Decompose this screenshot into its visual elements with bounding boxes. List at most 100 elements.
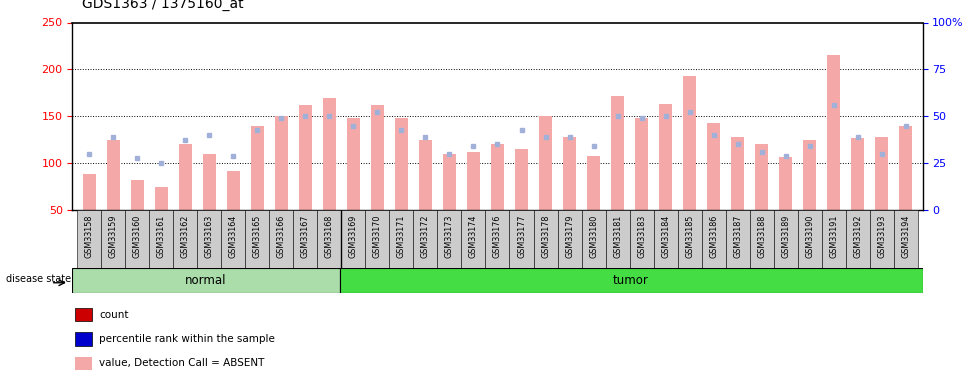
Bar <box>227 171 240 210</box>
Bar <box>654 210 677 268</box>
Text: GSM33158: GSM33158 <box>85 214 94 258</box>
Bar <box>467 152 480 210</box>
Text: GSM33178: GSM33178 <box>541 214 550 258</box>
Bar <box>179 144 192 210</box>
Text: GSM33176: GSM33176 <box>493 214 502 258</box>
Text: GSM33177: GSM33177 <box>517 214 526 258</box>
Bar <box>798 210 822 268</box>
Bar <box>371 105 384 210</box>
Text: GSM33170: GSM33170 <box>373 214 382 258</box>
Text: GSM33171: GSM33171 <box>397 214 406 258</box>
Text: GSM33188: GSM33188 <box>757 214 766 258</box>
Bar <box>491 144 504 210</box>
Bar <box>77 210 101 268</box>
Bar <box>557 210 582 268</box>
Text: GSM33167: GSM33167 <box>300 214 310 258</box>
Text: GSM33159: GSM33159 <box>109 214 118 258</box>
Bar <box>150 210 173 268</box>
Bar <box>774 210 798 268</box>
Bar <box>395 118 408 210</box>
Bar <box>341 210 365 268</box>
Bar <box>659 104 672 210</box>
Bar <box>245 210 270 268</box>
Text: GSM33174: GSM33174 <box>469 214 478 258</box>
Text: GSM33181: GSM33181 <box>613 214 622 258</box>
Bar <box>438 210 462 268</box>
Text: GSM33192: GSM33192 <box>853 214 863 258</box>
Text: GSM33179: GSM33179 <box>565 214 574 258</box>
Text: GSM33189: GSM33189 <box>781 214 790 258</box>
Text: GSM33183: GSM33183 <box>637 214 646 258</box>
Bar <box>707 123 721 210</box>
Text: GSM33194: GSM33194 <box>901 214 910 258</box>
Bar <box>677 210 701 268</box>
Text: GSM33163: GSM33163 <box>205 214 213 258</box>
Text: disease state: disease state <box>6 274 71 284</box>
Bar <box>75 357 92 370</box>
Text: GSM33184: GSM33184 <box>661 214 670 258</box>
Bar <box>340 268 923 292</box>
Text: GSM33172: GSM33172 <box>421 214 430 258</box>
Text: GSM33190: GSM33190 <box>806 214 814 258</box>
Bar <box>318 210 341 268</box>
Bar <box>894 210 918 268</box>
Bar <box>270 210 294 268</box>
Bar <box>323 98 336 210</box>
Text: GSM33193: GSM33193 <box>877 214 886 258</box>
Bar <box>130 180 144 210</box>
Bar <box>750 210 774 268</box>
Text: GSM33180: GSM33180 <box>589 214 598 258</box>
Bar <box>635 118 648 210</box>
Bar <box>606 210 630 268</box>
Bar <box>347 118 360 210</box>
Text: GSM33168: GSM33168 <box>325 214 334 258</box>
Bar <box>462 210 486 268</box>
Text: GSM33191: GSM33191 <box>829 214 838 258</box>
Bar <box>413 210 438 268</box>
Bar <box>126 210 150 268</box>
Text: GSM33169: GSM33169 <box>349 214 358 258</box>
Text: GDS1363 / 1375160_at: GDS1363 / 1375160_at <box>82 0 243 11</box>
Bar <box>203 154 216 210</box>
Text: GSM33187: GSM33187 <box>733 214 742 258</box>
Bar <box>845 210 869 268</box>
Bar <box>419 140 432 210</box>
Bar <box>725 210 750 268</box>
Bar <box>221 210 245 268</box>
Bar <box>72 268 340 292</box>
Bar <box>587 156 600 210</box>
Text: GSM33160: GSM33160 <box>132 214 142 258</box>
Text: GSM33162: GSM33162 <box>181 214 189 258</box>
Bar <box>515 149 528 210</box>
Bar <box>563 137 576 210</box>
Bar <box>630 210 654 268</box>
Bar <box>101 210 126 268</box>
Bar <box>869 210 894 268</box>
Bar <box>803 140 816 210</box>
Bar <box>83 174 96 210</box>
Text: normal: normal <box>185 274 227 287</box>
Bar <box>701 210 725 268</box>
Bar <box>827 56 840 210</box>
Bar <box>274 116 288 210</box>
Text: GSM33173: GSM33173 <box>445 214 454 258</box>
Text: GSM33166: GSM33166 <box>277 214 286 258</box>
Text: GSM33185: GSM33185 <box>685 214 695 258</box>
Bar <box>155 187 168 210</box>
Bar <box>75 308 92 321</box>
Bar <box>582 210 606 268</box>
Text: value, Detection Call = ABSENT: value, Detection Call = ABSENT <box>99 358 265 368</box>
Text: GSM33165: GSM33165 <box>253 214 262 258</box>
Bar <box>611 96 624 210</box>
Bar <box>294 210 318 268</box>
Bar <box>389 210 413 268</box>
Bar <box>731 137 744 210</box>
Bar <box>365 210 389 268</box>
Bar <box>197 210 221 268</box>
Text: GSM33164: GSM33164 <box>229 214 238 258</box>
Bar <box>251 126 264 210</box>
Text: tumor: tumor <box>613 274 649 287</box>
Text: percentile rank within the sample: percentile rank within the sample <box>99 334 275 344</box>
Bar <box>106 140 120 210</box>
Text: GSM33186: GSM33186 <box>709 214 718 258</box>
